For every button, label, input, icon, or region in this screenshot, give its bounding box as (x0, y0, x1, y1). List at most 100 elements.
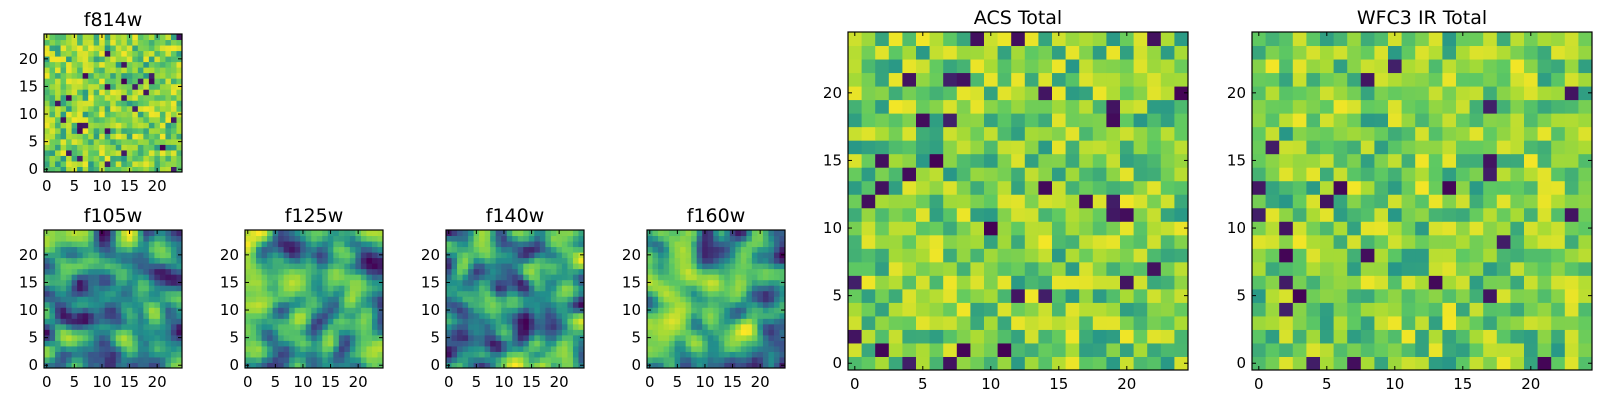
heatmap-cell (1292, 167, 1307, 182)
heatmap-cell (71, 279, 78, 286)
heatmap-cell (479, 235, 486, 242)
heatmap-cell (1537, 288, 1552, 303)
heatmap-cell (757, 241, 764, 248)
heatmap-cell (126, 312, 133, 319)
heatmap-cell (55, 50, 62, 57)
heatmap-cell (261, 340, 268, 347)
heatmap-cell (528, 329, 535, 336)
heatmap-cell (1401, 302, 1416, 317)
heatmap-cell (550, 285, 557, 292)
heatmap-cell (875, 248, 890, 263)
heatmap-cell (1011, 99, 1026, 114)
heatmap-cell (154, 307, 161, 314)
heatmap-cell (1292, 261, 1307, 276)
heatmap-cell (256, 323, 263, 330)
heatmap-cell (724, 334, 731, 341)
heatmap-cell (322, 257, 329, 264)
heatmap-cell (154, 67, 161, 74)
heatmap-cell (349, 257, 356, 264)
heatmap-cell (523, 263, 530, 270)
heatmap-cell (567, 285, 574, 292)
heatmap-cell (888, 59, 903, 74)
heatmap-cell (523, 285, 530, 292)
heatmap-cell (848, 234, 863, 249)
heatmap-cell (126, 160, 133, 167)
heatmap-cell (82, 285, 89, 292)
heatmap-cell (484, 334, 491, 341)
heatmap-cell (773, 351, 780, 358)
y-tick-label: 15 (622, 273, 641, 291)
heatmap-cell (110, 56, 117, 63)
heatmap-cell (49, 61, 56, 68)
heatmap-cell (55, 285, 62, 292)
heatmap-cell (1415, 342, 1430, 357)
heatmap-cell (462, 235, 469, 242)
heatmap-cell (1415, 167, 1430, 182)
heatmap-cell (556, 318, 563, 325)
heatmap-cell (713, 279, 720, 286)
heatmap-cell (272, 290, 279, 297)
heatmap-cell (110, 166, 117, 173)
heatmap-cell (735, 246, 742, 253)
heatmap-cell (294, 334, 301, 341)
heatmap-cell (740, 285, 747, 292)
heatmap-cell (1252, 356, 1267, 371)
heatmap-cell (1038, 288, 1053, 303)
heatmap-cell (1092, 113, 1107, 128)
heatmap-cell (696, 301, 703, 308)
heatmap-cell (674, 246, 681, 253)
heatmap-cell (762, 312, 769, 319)
heatmap-cell (746, 334, 753, 341)
heatmap-cell (1388, 221, 1403, 236)
heatmap-cell (1483, 59, 1498, 74)
heatmap-cell (1333, 261, 1348, 276)
heatmap-cell (902, 72, 917, 87)
heatmap-cell (578, 274, 585, 281)
heatmap-cell (768, 345, 775, 352)
heatmap-cell (44, 274, 51, 281)
heatmap-cell (1106, 342, 1121, 357)
heatmap-cell (517, 301, 524, 308)
heatmap-cell (1011, 86, 1026, 101)
heatmap-cell (148, 94, 155, 101)
heatmap-cell (888, 45, 903, 60)
heatmap-cell (970, 153, 985, 168)
heatmap-cell (99, 279, 106, 286)
heatmap-cell (148, 268, 155, 275)
heatmap-cell (165, 318, 172, 325)
heatmap-cell (289, 257, 296, 264)
heatmap-cell (740, 246, 747, 253)
heatmap-cell (1160, 221, 1175, 236)
heatmap-cell (176, 301, 183, 308)
heatmap-cell (473, 246, 480, 253)
heatmap-cell (121, 235, 128, 242)
heatmap-cell (170, 263, 177, 270)
heatmap-cell (462, 230, 469, 237)
heatmap-cell (674, 323, 681, 330)
heatmap-cell (132, 235, 139, 242)
heatmap-cell (757, 285, 764, 292)
x-tick-label: 5 (70, 373, 80, 391)
heatmap-cell (1174, 194, 1189, 209)
heatmap-cell (99, 160, 106, 167)
heatmap-cell (132, 122, 139, 129)
heatmap-cell (77, 312, 84, 319)
heatmap-cell (861, 329, 876, 344)
heatmap-cell (652, 241, 659, 248)
heatmap-cell (1292, 248, 1307, 263)
heatmap-cell (305, 307, 312, 314)
heatmap-cell (110, 144, 117, 151)
heatmap-cell (773, 334, 780, 341)
heatmap-cell (462, 296, 469, 303)
heatmap-cell (916, 59, 931, 74)
heatmap-cell (534, 263, 541, 270)
heatmap-cell (1052, 126, 1067, 141)
heatmap-cell (713, 241, 720, 248)
heatmap-cell (316, 329, 323, 336)
heatmap-cell (148, 307, 155, 314)
heatmap-cell (663, 296, 670, 303)
heatmap-cell (278, 312, 285, 319)
heatmap-cell (49, 230, 56, 237)
heatmap-cell (82, 263, 89, 270)
heatmap-cell (746, 263, 753, 270)
